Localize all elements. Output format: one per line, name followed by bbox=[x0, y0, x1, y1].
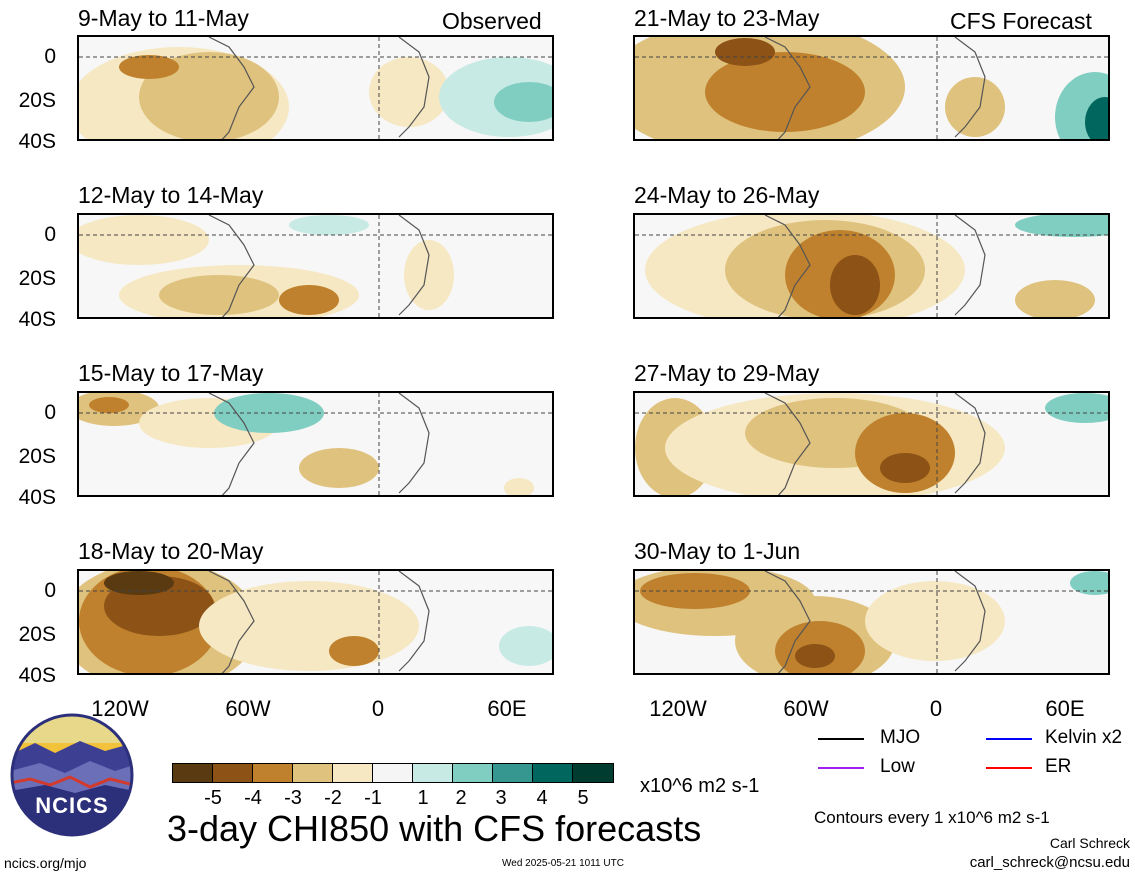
colorbar-tick: 1 bbox=[417, 787, 429, 809]
legend-line-low bbox=[818, 767, 864, 769]
map-panel bbox=[633, 35, 1110, 141]
colorbar-tick: -1 bbox=[364, 787, 382, 809]
lon-label: 0 bbox=[929, 696, 943, 721]
legend-label-mjo: MJO bbox=[880, 727, 921, 748]
contour-note: Contours every 1 x10^6 m2 s-1 bbox=[814, 808, 1050, 827]
colorbar-swatch bbox=[373, 764, 413, 782]
lon-label: 60E bbox=[1045, 696, 1085, 721]
colorbar-tick: -2 bbox=[324, 787, 342, 809]
main-title: 3-day CHI850 with CFS forecasts bbox=[167, 808, 702, 849]
cfs-forecast-label: CFS Forecast bbox=[950, 8, 1092, 34]
colorbar-swatch bbox=[333, 764, 373, 782]
colorbar-swatch bbox=[213, 764, 253, 782]
lon-label: 60E bbox=[487, 696, 527, 721]
timestamp: Wed 2025-05-21 1011 UTC bbox=[502, 858, 624, 869]
panel-title-2: 21-May to 23-May bbox=[634, 5, 820, 31]
site-url: ncics.org/mjo bbox=[4, 855, 87, 871]
legend-line-kelvin bbox=[986, 738, 1032, 740]
panel-title-3: 12-May to 14-May bbox=[78, 182, 264, 208]
colorbar-tick: -4 bbox=[244, 787, 262, 809]
map-panel bbox=[77, 391, 554, 497]
colorbar-tick: 2 bbox=[455, 787, 467, 809]
colorbar-tick: 3 bbox=[495, 787, 507, 809]
lat-label: 40S bbox=[18, 130, 56, 153]
panel-title-1: 9-May to 11-May bbox=[78, 5, 249, 31]
colorbar bbox=[172, 763, 614, 783]
logo-text: NCICS bbox=[35, 793, 109, 818]
colorbar-swatch bbox=[453, 764, 493, 782]
colorbar-swatch bbox=[493, 764, 533, 782]
colorbar-tick: -3 bbox=[284, 787, 302, 809]
lon-label: 120W bbox=[91, 696, 149, 721]
colorbar-swatch bbox=[413, 764, 453, 782]
colorbar-swatch bbox=[253, 764, 293, 782]
panel-title-6: 27-May to 29-May bbox=[634, 360, 820, 386]
map-panel bbox=[77, 569, 554, 675]
map-panel bbox=[633, 213, 1110, 319]
map-panel bbox=[633, 569, 1110, 675]
colorbar-swatch bbox=[573, 764, 613, 782]
lat-label: 0 bbox=[44, 579, 56, 602]
map-panel bbox=[633, 391, 1110, 497]
lat-label: 40S bbox=[18, 308, 56, 331]
lat-label: 40S bbox=[18, 664, 56, 687]
panel-title-8: 30-May to 1-Jun bbox=[634, 538, 801, 564]
author: Carl Schreck bbox=[1049, 835, 1130, 851]
lat-label: 20S bbox=[18, 267, 56, 290]
lat-label: 20S bbox=[18, 445, 56, 468]
colorbar-swatch bbox=[173, 764, 213, 782]
lon-label: 120W bbox=[649, 696, 707, 721]
legend-line-mjo bbox=[818, 738, 864, 740]
colorbar-swatch bbox=[533, 764, 573, 782]
colorbar-tick: -5 bbox=[204, 787, 222, 809]
legend-line-er bbox=[986, 767, 1032, 769]
email: carl_schreck@ncsu.edu bbox=[969, 854, 1130, 871]
colorbar-swatch bbox=[293, 764, 333, 782]
panel-title-5: 15-May to 17-May bbox=[78, 360, 264, 386]
panel-title-4: 24-May to 26-May bbox=[634, 182, 820, 208]
lon-label: 0 bbox=[371, 696, 385, 721]
map-panel bbox=[77, 35, 554, 141]
lat-label: 0 bbox=[44, 45, 56, 68]
legend-label-er: ER bbox=[1045, 756, 1072, 777]
ncics-logo: NCICS bbox=[10, 713, 134, 837]
map-panel bbox=[77, 213, 554, 319]
panel-title-7: 18-May to 20-May bbox=[78, 538, 264, 564]
legend-label-low: Low bbox=[880, 756, 915, 777]
lat-label: 20S bbox=[18, 623, 56, 646]
lon-label: 60W bbox=[783, 696, 829, 721]
colorbar-tick: 4 bbox=[536, 787, 548, 809]
lon-label: 60W bbox=[225, 696, 271, 721]
observed-label: Observed bbox=[442, 8, 542, 34]
legend-label-kelvin: Kelvin x2 bbox=[1045, 727, 1123, 748]
lat-label: 40S bbox=[18, 486, 56, 509]
lat-label: 20S bbox=[18, 89, 56, 112]
colorbar-tick: 5 bbox=[577, 787, 589, 809]
lat-label: 0 bbox=[44, 401, 56, 424]
lat-label: 0 bbox=[44, 223, 56, 246]
colorbar-units: x10^6 m2 s-1 bbox=[640, 775, 760, 797]
